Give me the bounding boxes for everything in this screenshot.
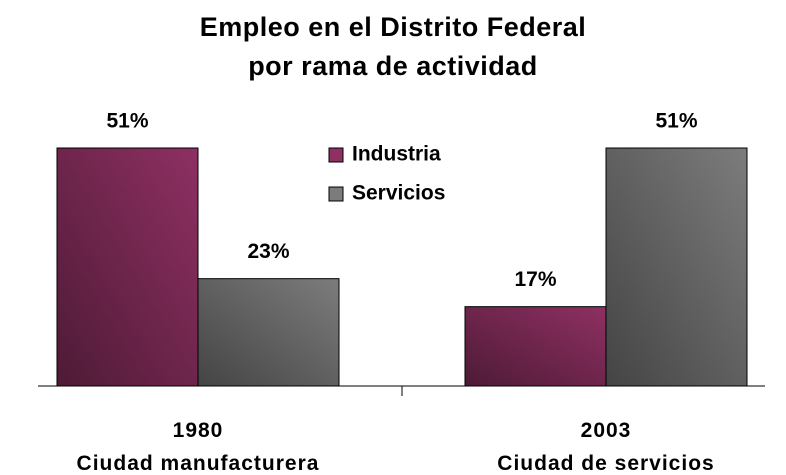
value-label: 51% (655, 110, 697, 133)
bar (464, 306, 607, 387)
x-tick-label: 1980 Ciudad manufacturera (76, 419, 320, 475)
x-tick-label: 2003 Ciudad de servicios (497, 419, 715, 475)
bar (56, 147, 199, 387)
value-label: 23% (247, 240, 289, 263)
legend-label: Industria (352, 143, 441, 166)
bar (605, 147, 748, 387)
legend-swatch (328, 147, 344, 163)
value-label: 51% (106, 110, 148, 133)
chart-title: Empleo en el Distrito Federal por rama d… (199, 12, 587, 81)
legend-swatch (328, 186, 344, 202)
legend-label: Servicios (352, 182, 445, 205)
value-label: 17% (514, 268, 556, 291)
bar (197, 278, 340, 387)
